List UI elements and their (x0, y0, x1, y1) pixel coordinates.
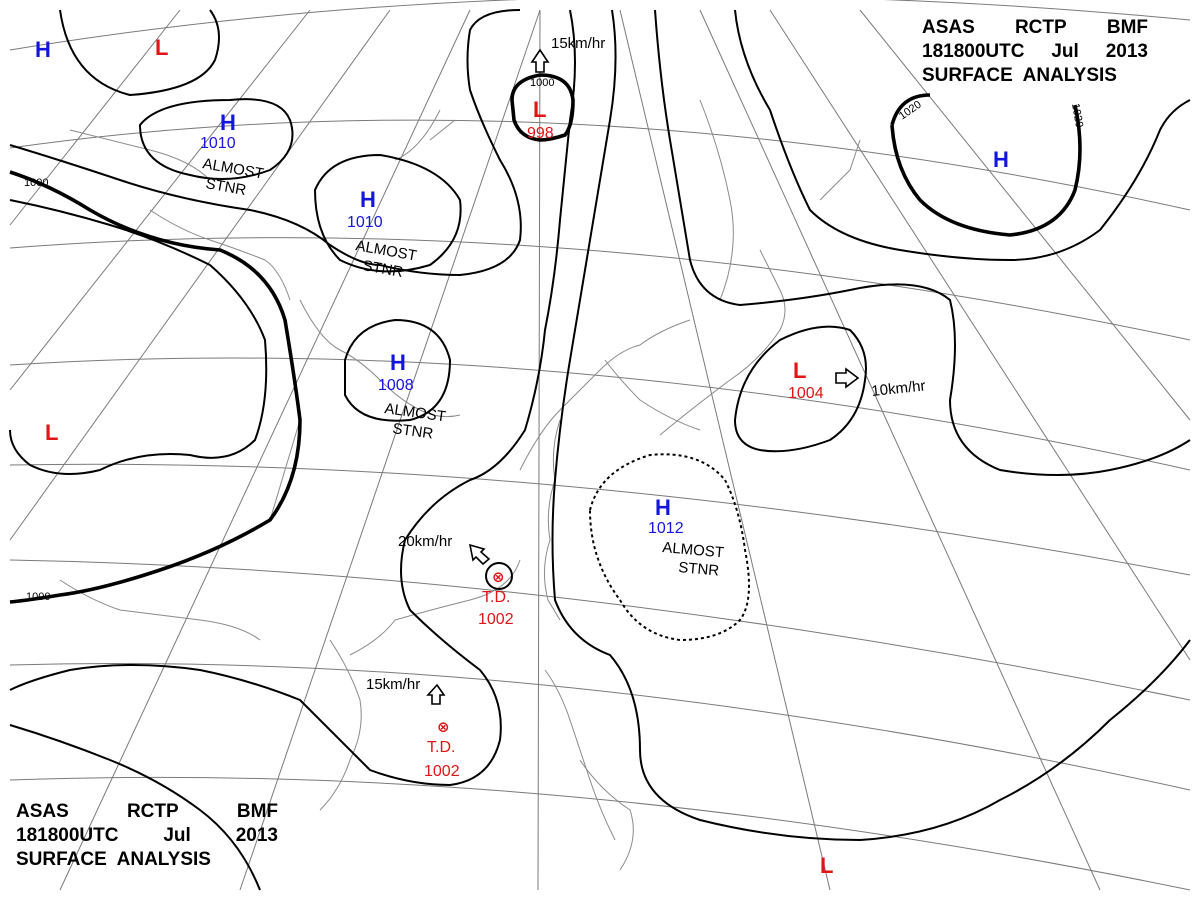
tropical-depression-icon: ⊗ (492, 568, 505, 586)
tropical-depression-value: 1002 (478, 611, 514, 628)
high-pressure-value: 1010 (347, 214, 383, 231)
latitude-grid (9, 0, 1191, 891)
isobar-labels: 1000 1000 1000 1020 1020 (24, 77, 1085, 603)
high-pressure-center: H (655, 495, 671, 520)
low-pressure-center: L (45, 420, 58, 445)
isobar-label-1000-north: 1000 (24, 177, 48, 189)
high-pressure-center: H (993, 147, 1009, 172)
isobar-label-1020-west: 1020 (897, 99, 924, 123)
isobar-label-1000-south: 1000 (26, 591, 50, 603)
title-analysis: SURFACE ANALYSIS (922, 65, 1117, 86)
low-motion-speed: 10km/hr (871, 377, 927, 400)
tropical-depression-icon: ⊗ (437, 718, 450, 736)
high-pressure-value: 1008 (378, 377, 414, 394)
motion-arrow-icon (468, 543, 491, 566)
motion-arrow-icon (530, 48, 550, 73)
tropical-depression-label: T.D. (427, 739, 455, 756)
title-station: RCTP (126, 801, 179, 822)
low-motion-speed: 15km/hr (551, 35, 605, 52)
pressure-centers: H H 1010 ALMOST STNR H 1010 ALMOST STNR … (35, 35, 1009, 878)
motion-stnr-label: STNR (361, 257, 404, 281)
tropical-depression-motion: 15km/hr (366, 676, 420, 693)
isobar-label-1020-east: 1020 (1069, 102, 1085, 128)
low-pressure-center: L (793, 358, 806, 383)
isobars (9, 9, 1191, 891)
title-time: 181800UTC (16, 825, 119, 846)
tropical-depression-motion: 20km/hr (398, 533, 452, 550)
title-month: Jul (163, 825, 191, 846)
title-year: 2013 (235, 825, 278, 846)
longitude-grid (9, 9, 1191, 891)
motion-stnr-label: STNR (204, 175, 247, 199)
motion-arrow-icon (835, 367, 860, 389)
coastlines (59, 99, 861, 871)
title-product: BMF (236, 801, 278, 822)
low-pressure-value: 998 (527, 125, 554, 142)
title-year: 2013 (1105, 41, 1148, 62)
chart-title-top: ASAS RCTP BMF 181800UTC Jul 2013 SURFACE… (922, 16, 1148, 88)
high-pressure-center: H (390, 350, 406, 375)
motion-arrows (426, 48, 860, 705)
isobar-label-1000-low: 1000 (530, 77, 554, 89)
title-month: Jul (1051, 41, 1079, 62)
high-pressure-center: H (35, 37, 51, 62)
title-station: RCTP (1014, 17, 1067, 38)
low-pressure-center: L (155, 35, 168, 60)
chart-title-bottom: ASAS RCTP BMF 181800UTC Jul 2013 SURFACE… (16, 800, 278, 872)
title-time: 181800UTC (922, 41, 1025, 62)
low-pressure-value: 1004 (788, 385, 824, 402)
motion-stnr-label: STNR (391, 420, 434, 443)
motion-stnr-label: STNR (678, 559, 720, 580)
title-product: BMF (1106, 17, 1148, 38)
low-pressure-center: L (533, 97, 546, 122)
title-analysis: SURFACE ANALYSIS (16, 849, 211, 870)
tropical-depression-label: T.D. (482, 589, 510, 606)
low-pressure-center: L (820, 853, 833, 878)
high-pressure-center: H (220, 110, 236, 135)
motion-arrow-icon (426, 683, 446, 705)
tropical-depression-value: 1002 (424, 763, 460, 780)
title-source: ASAS (922, 17, 975, 38)
high-pressure-value: 1012 (648, 520, 684, 537)
motion-almost-label: ALMOST (662, 539, 725, 561)
high-pressure-center: H (360, 187, 376, 212)
high-pressure-value: 1010 (200, 135, 236, 152)
title-source: ASAS (16, 801, 69, 822)
